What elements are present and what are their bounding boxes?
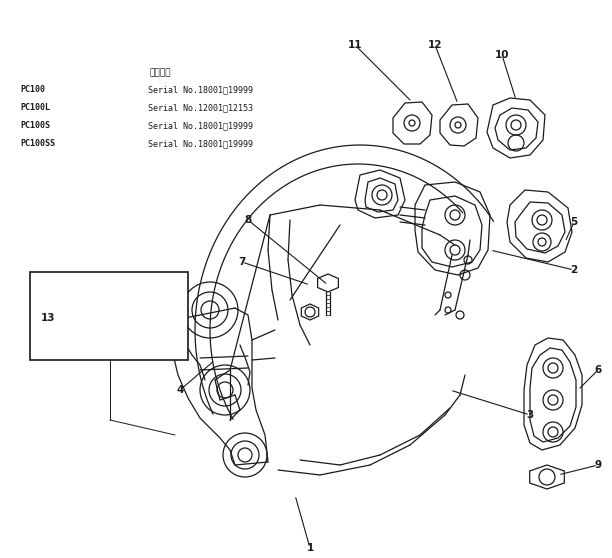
Text: Serial No.18001～19999: Serial No.18001～19999 — [148, 139, 253, 148]
Text: 11: 11 — [348, 40, 362, 50]
Text: 4: 4 — [176, 385, 184, 395]
Bar — [30, 272, 188, 360]
Text: 12: 12 — [428, 40, 442, 50]
Text: PC100L: PC100L — [20, 103, 50, 112]
Text: 8: 8 — [244, 215, 252, 225]
Text: PC100: PC100 — [20, 85, 45, 94]
Text: Serial No.18001～19999: Serial No.18001～19999 — [148, 85, 253, 94]
Text: 7: 7 — [238, 257, 245, 267]
Text: PC100S: PC100S — [20, 121, 50, 130]
Text: 6: 6 — [594, 365, 602, 375]
Text: 5: 5 — [570, 217, 578, 227]
Text: Serial No.12001～12153: Serial No.12001～12153 — [148, 103, 253, 112]
Text: 13: 13 — [41, 313, 55, 323]
Text: 適用号機: 適用号機 — [150, 68, 171, 77]
Text: 1: 1 — [307, 543, 313, 553]
Text: Serial No.18001～19999: Serial No.18001～19999 — [148, 121, 253, 130]
Text: 10: 10 — [494, 50, 509, 60]
Text: 2: 2 — [570, 265, 578, 275]
Text: 9: 9 — [594, 460, 602, 470]
Text: 3: 3 — [526, 410, 534, 420]
Text: PC100SS: PC100SS — [20, 139, 55, 148]
